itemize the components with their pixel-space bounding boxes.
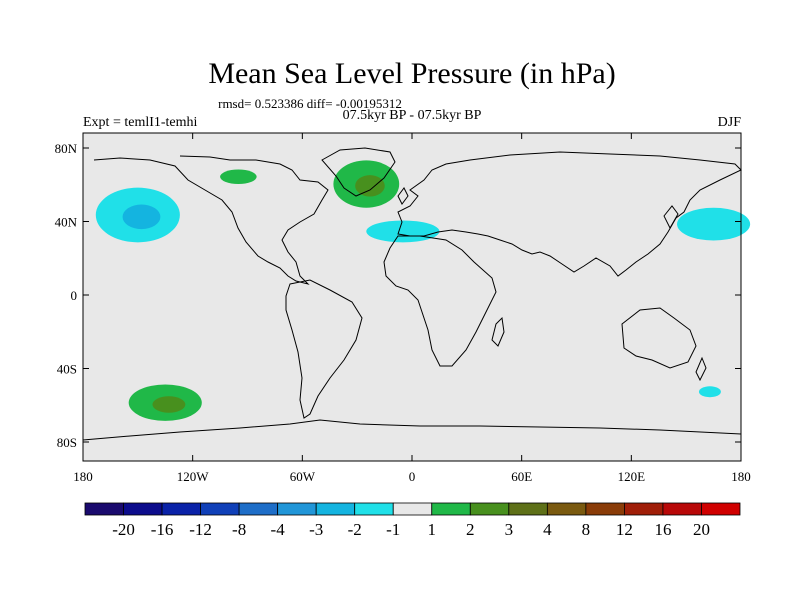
anomaly-subtropical-atlantic-low — [366, 220, 440, 243]
anomaly-layer — [95, 160, 751, 421]
y-tick-label: 80S — [57, 435, 77, 450]
season-label: DJF — [718, 115, 742, 130]
colorbar-swatch — [161, 502, 201, 516]
y-tick-label: 80N — [55, 141, 78, 156]
x-tick-label: 120W — [177, 469, 210, 484]
colorbar-swatch — [84, 502, 124, 516]
x-tick-label: 0 — [409, 469, 416, 484]
colorbar-label: 4 — [543, 520, 552, 539]
colorbar-label: 2 — [466, 520, 475, 539]
colorbar-swatch — [123, 502, 163, 516]
colorbar-label: 8 — [582, 520, 591, 539]
y-axis: 80N 40N 0 40S 80S — [55, 141, 741, 450]
coastline-new-zealand — [695, 356, 707, 382]
x-axis: 180 120W 60W 0 60E 120E 180 — [73, 133, 751, 484]
anomaly-tasman-low — [698, 386, 721, 398]
colorbar-swatch — [354, 502, 394, 516]
colorbar-swatch — [469, 502, 510, 516]
anomaly-north-west-pacific-low — [677, 207, 751, 241]
coastline-antarctica — [82, 419, 742, 441]
colorbar-label: 12 — [616, 520, 633, 539]
colorbar-swatch — [701, 502, 741, 516]
colorbar-swatch — [200, 502, 240, 516]
colorbar-swatch — [431, 502, 471, 516]
chart-subtitle: 07.5kyr BP - 07.5kyr BP — [343, 108, 482, 123]
anomaly-core-south-pacific-high — [152, 396, 186, 413]
colorbar-label: 1 — [428, 520, 437, 539]
colorbar-label: -16 — [151, 520, 174, 539]
stats-line: rmsd= 0.523386 diff= -0.00195312 — [218, 96, 402, 111]
coastline-british-isles — [397, 187, 409, 205]
coastline-madagascar — [491, 316, 505, 347]
colorbar-label: -1 — [386, 520, 400, 539]
experiment-label: Expt = temlI1-temhi — [83, 115, 198, 130]
colorbar-label: -3 — [309, 520, 323, 539]
colorbar-swatch — [624, 502, 664, 516]
coastlines — [82, 147, 742, 441]
coastline-japan — [663, 205, 679, 230]
colorbar-swatch — [392, 502, 433, 516]
chart-title: Mean Sea Level Pressure (in hPa) — [208, 57, 615, 90]
x-tick-label: 60W — [290, 469, 316, 484]
colorbar-label: -8 — [232, 520, 246, 539]
coastline-eurasia — [397, 151, 742, 277]
coastline-greenland — [321, 147, 396, 197]
colorbar-label: 20 — [693, 520, 710, 539]
colorbar-swatch — [508, 502, 548, 516]
colorbar-swatch — [662, 502, 702, 516]
colorbar-label: -12 — [189, 520, 212, 539]
colorbar-label: 16 — [654, 520, 671, 539]
coastline-north-america — [93, 155, 329, 285]
colorbar-label: 3 — [505, 520, 514, 539]
coastline-australia — [621, 307, 697, 369]
anomaly-core-north-pacific-low — [122, 204, 161, 230]
anomaly-core-north-atlantic-high — [355, 175, 385, 197]
x-tick-label: 180 — [731, 469, 751, 484]
coastline-africa — [383, 235, 497, 367]
colorbar-swatch — [546, 502, 587, 516]
colorbar-swatch — [238, 502, 279, 516]
colorbar-label: -20 — [112, 520, 135, 539]
colorbar-swatch — [585, 502, 625, 516]
colorbar-label: -4 — [271, 520, 286, 539]
anomaly-canada-high — [220, 169, 257, 185]
colorbar-swatch — [277, 502, 317, 516]
y-tick-label: 40S — [57, 362, 77, 377]
colorbar-label: -2 — [348, 520, 362, 539]
colorbar-swatch — [315, 502, 356, 516]
map-panel: 180 120W 60W 0 60E 120E 180 80N 40N 0 40S 80S — [55, 132, 751, 484]
x-tick-label: 60E — [511, 469, 532, 484]
x-tick-label: 180 — [73, 469, 93, 484]
y-tick-label: 0 — [71, 288, 78, 303]
y-tick-label: 40N — [55, 215, 78, 230]
coastline-south-america — [285, 279, 363, 419]
colorbar: -20 -16 -12 -8 -4 -3 -2 -1 1 2 3 4 8 12 16 20 — [84, 502, 741, 539]
x-tick-label: 120E — [618, 469, 646, 484]
